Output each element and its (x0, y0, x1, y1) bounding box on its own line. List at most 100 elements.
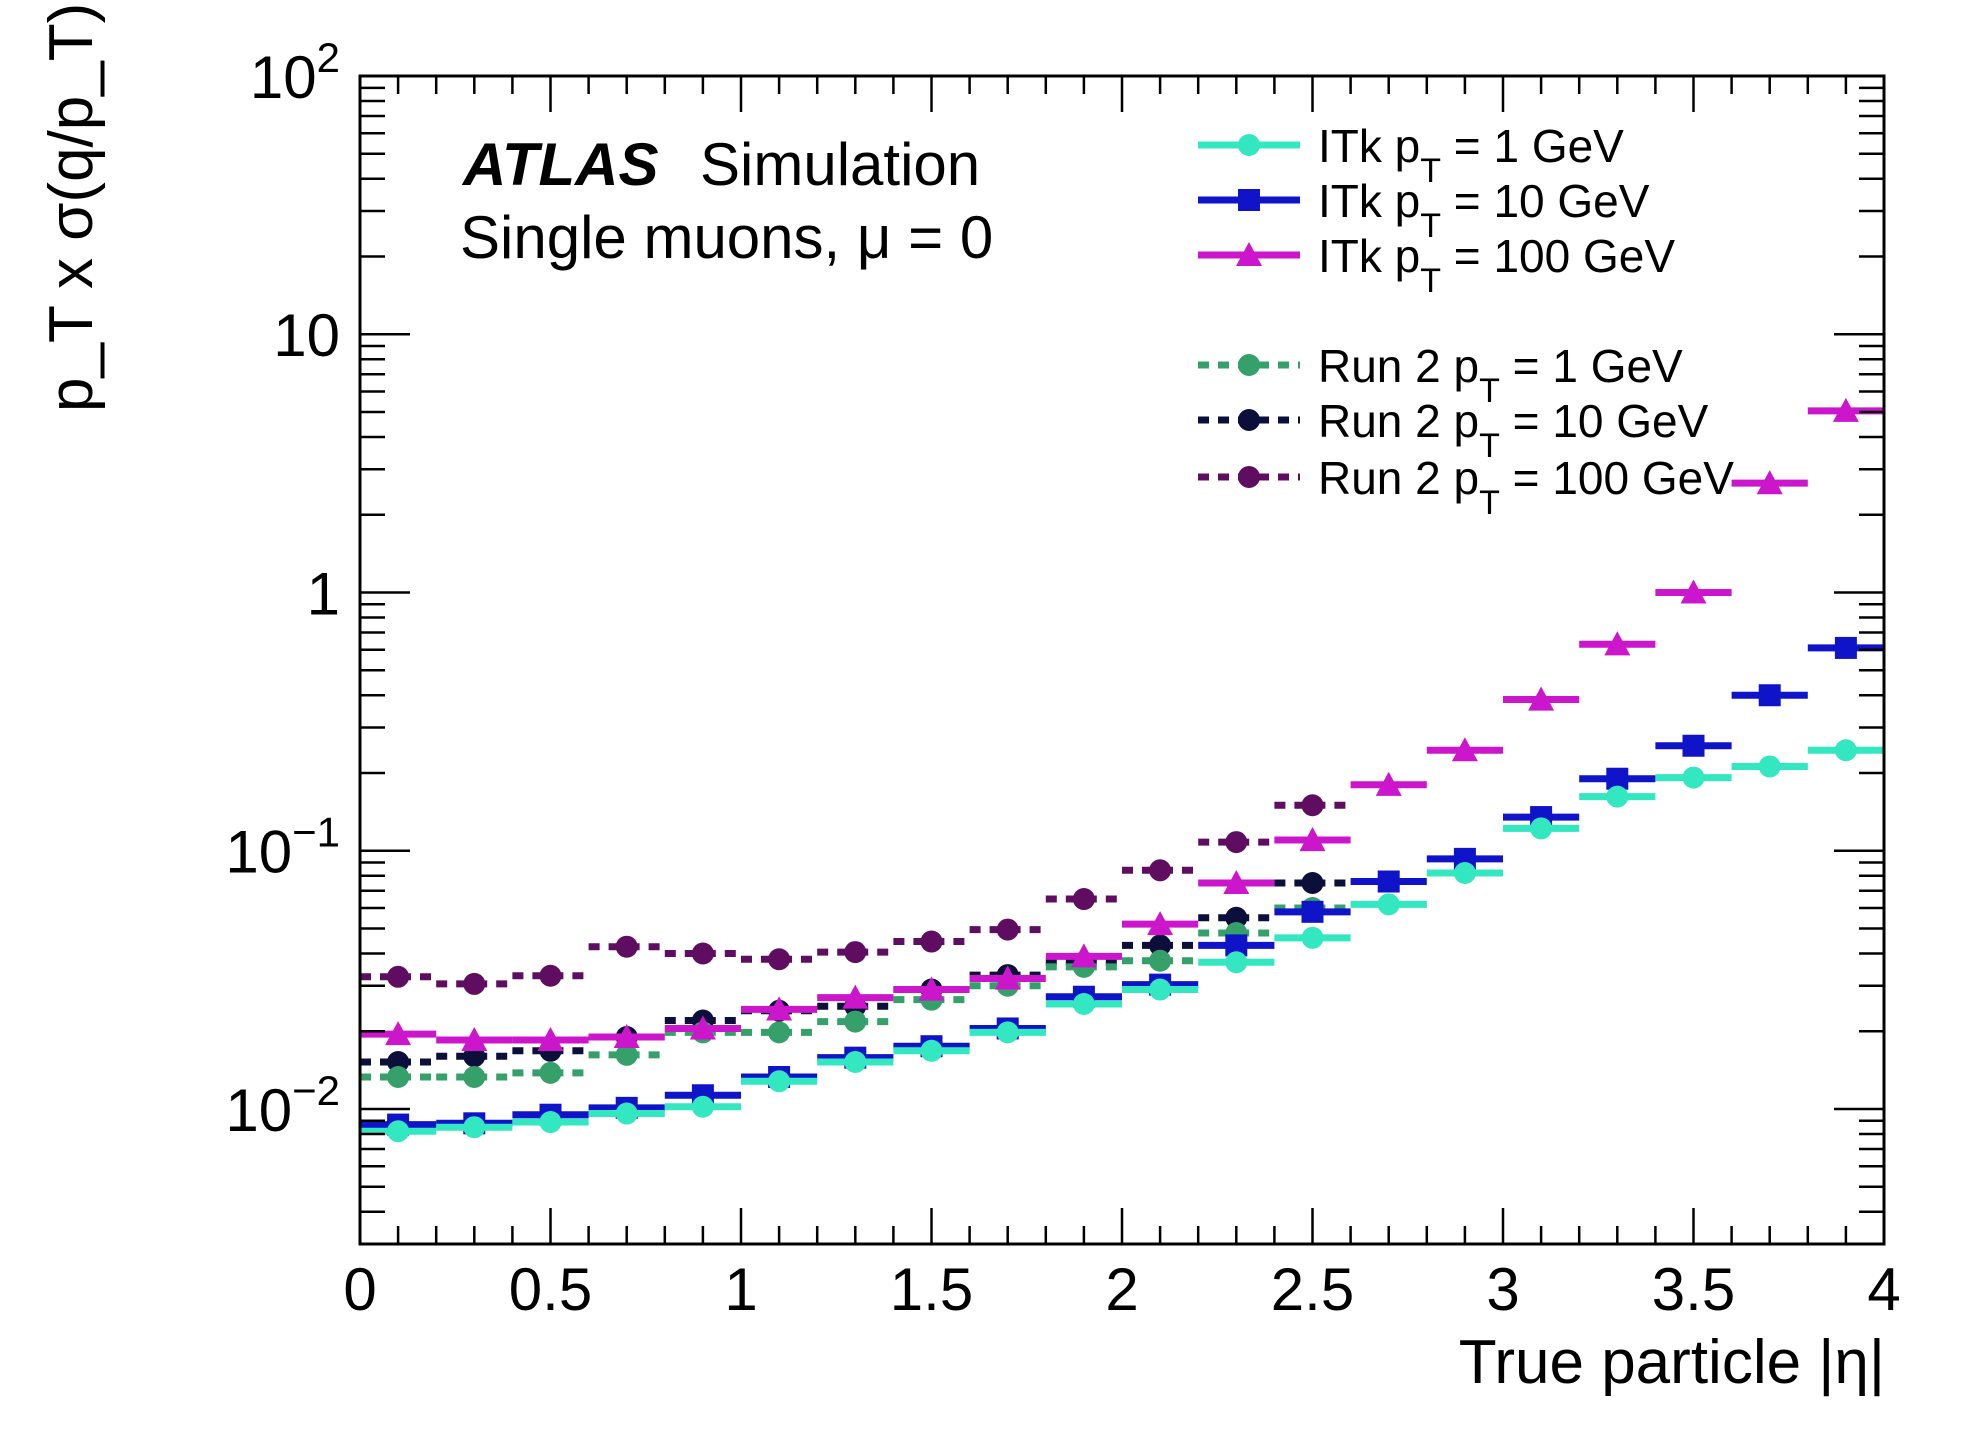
data-point (1149, 949, 1172, 972)
data-point (691, 942, 714, 965)
data-point (1834, 739, 1857, 762)
data-point (1606, 785, 1629, 808)
legend-entry-4: Run 2 pT = 1 GeV (1198, 340, 1683, 410)
series-2 (360, 636, 1884, 1136)
data-point (539, 964, 562, 987)
data-point (1756, 470, 1783, 495)
data-point (613, 1023, 640, 1049)
data-point (1223, 869, 1250, 895)
data-point (539, 1061, 562, 1084)
data-point (1834, 636, 1857, 659)
x-tick-label: 3.5 (1652, 1256, 1735, 1323)
data-point (387, 1120, 410, 1143)
data-point (1758, 684, 1781, 707)
data-point (1680, 579, 1707, 604)
data-point (1072, 992, 1095, 1015)
legend-entry-2: ITk pT = 10 GeV (1198, 175, 1650, 245)
data-point (1832, 397, 1859, 422)
data-point (1604, 631, 1631, 656)
data-point (768, 1070, 791, 1093)
legend-label: Run 2 pT = 1 GeV (1318, 340, 1683, 410)
data-point (1225, 934, 1248, 957)
y-tick-label: 10−1 (225, 809, 340, 886)
x-tick-label: 2.5 (1271, 1256, 1354, 1323)
data-point (996, 918, 1019, 941)
data-point (387, 1065, 410, 1088)
data-point (537, 1026, 564, 1052)
x-tick-label: 1.5 (890, 1256, 973, 1323)
series-4 (360, 897, 1351, 1088)
legend-label: Run 2 pT = 10 GeV (1318, 395, 1709, 465)
data-point (844, 1051, 867, 1074)
data-point (1225, 831, 1248, 854)
legend-entry-3: ITk pT = 100 GeV (1198, 230, 1675, 300)
data-point (1528, 686, 1555, 711)
data-point (463, 1065, 486, 1088)
x-tick-label: 2 (1105, 1256, 1138, 1323)
y-tick-label: 10−2 (225, 1067, 340, 1144)
data-point (844, 1010, 867, 1033)
series-6 (360, 794, 1351, 995)
data-point (996, 1021, 1019, 1044)
legend-label: ITk pT = 10 GeV (1318, 175, 1650, 245)
data-point (1149, 934, 1172, 957)
data-point (1301, 900, 1324, 923)
legend-entry-5: Run 2 pT = 10 GeV (1198, 395, 1709, 465)
legend-entry-1: ITk pT = 1 GeV (1198, 120, 1624, 190)
data-point (385, 1021, 412, 1046)
data-point (994, 965, 1021, 990)
data-point (768, 1021, 791, 1044)
data-point (768, 948, 791, 971)
y-tick-label: 1 (307, 560, 340, 627)
legend-label: ITk pT = 1 GeV (1318, 120, 1624, 190)
legend-label: ITk pT = 100 GeV (1318, 230, 1675, 300)
simulation-label: Simulation (700, 131, 980, 198)
legend-marker (1236, 242, 1262, 267)
x-tick-label: 3 (1486, 1256, 1519, 1323)
data-point (920, 1039, 943, 1062)
series-1 (360, 739, 1884, 1143)
x-tick-label: 4 (1867, 1256, 1900, 1323)
x-tick-label: 1 (724, 1256, 757, 1323)
data-point (615, 1043, 638, 1066)
data-point (1377, 870, 1400, 893)
data-point (1299, 827, 1326, 852)
data-point (1682, 766, 1705, 789)
data-point (1375, 771, 1402, 796)
legend-marker (1238, 409, 1260, 431)
legend-entry-6: Run 2 pT = 100 GeV (1198, 452, 1734, 522)
data-point (844, 941, 867, 964)
legend-marker (1238, 134, 1260, 156)
data-point (463, 972, 486, 995)
data-point (689, 1015, 716, 1040)
atlas-label: ATLAS (461, 131, 659, 198)
data-point (1530, 817, 1553, 840)
x-tick-label: 0.5 (509, 1256, 592, 1323)
legend-label: Run 2 pT = 100 GeV (1318, 452, 1734, 522)
x-axis-title: True particle |η| (1459, 1328, 1885, 1397)
data-point (615, 1102, 638, 1125)
data-point (461, 1026, 488, 1052)
y-axis-title: p_T x σ(q/p_T) (37, 3, 106, 412)
data-point (1070, 943, 1097, 968)
axes: 0 0.5 1 1.5 2 2.5 3 3.5 4 10−2 10−1 1 10 102 (225, 34, 1900, 1323)
data-point (539, 1111, 562, 1134)
y-tick-label: 10 (273, 302, 340, 369)
x-tick-label: 0 (343, 1256, 376, 1323)
data-point (920, 930, 943, 953)
data-point (463, 1116, 486, 1139)
data-point (1072, 888, 1095, 911)
data-point (1682, 734, 1705, 757)
data-point (1147, 911, 1174, 936)
data-layer (360, 397, 1884, 1143)
legend-marker (1238, 189, 1260, 211)
data-point (1301, 794, 1324, 817)
data-point (1149, 978, 1172, 1001)
data-point (766, 996, 793, 1021)
data-point (1149, 859, 1172, 882)
y-tick-label: 102 (250, 34, 340, 111)
legend-marker (1238, 466, 1260, 488)
series-3 (360, 397, 1884, 1052)
